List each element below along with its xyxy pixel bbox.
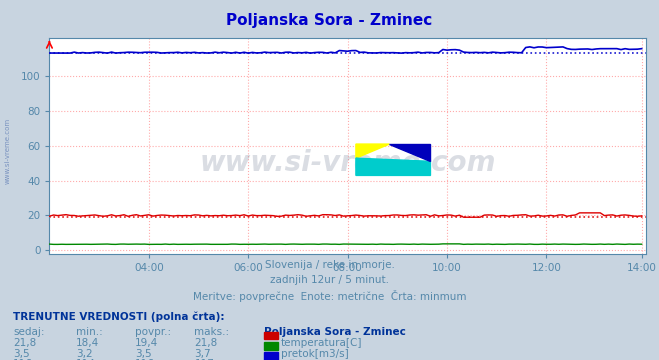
Text: 21,8: 21,8 xyxy=(13,338,36,348)
Text: maks.:: maks.: xyxy=(194,327,229,337)
Text: temperatura[C]: temperatura[C] xyxy=(281,338,362,348)
Text: Slovenija / reke in morje.: Slovenija / reke in morje. xyxy=(264,260,395,270)
Text: 117: 117 xyxy=(194,359,214,360)
Text: TRENUTNE VREDNOSTI (polna črta):: TRENUTNE VREDNOSTI (polna črta): xyxy=(13,311,225,322)
Polygon shape xyxy=(356,158,430,175)
Text: Poljanska Sora - Zminec: Poljanska Sora - Zminec xyxy=(264,327,405,337)
Text: 114: 114 xyxy=(76,359,96,360)
Text: 21,8: 21,8 xyxy=(194,338,217,348)
Text: povpr.:: povpr.: xyxy=(135,327,171,337)
Text: 18,4: 18,4 xyxy=(76,338,99,348)
Text: zadnjih 12ur / 5 minut.: zadnjih 12ur / 5 minut. xyxy=(270,275,389,285)
Text: min.:: min.: xyxy=(76,327,103,337)
Text: www.si-vreme.com: www.si-vreme.com xyxy=(200,149,496,177)
Text: Meritve: povprečne  Enote: metrične  Črta: minmum: Meritve: povprečne Enote: metrične Črta:… xyxy=(192,290,467,302)
Text: 19,4: 19,4 xyxy=(135,338,158,348)
Text: pretok[m3/s]: pretok[m3/s] xyxy=(281,349,349,359)
Text: 3,5: 3,5 xyxy=(13,349,30,359)
Text: 3,2: 3,2 xyxy=(76,349,92,359)
Polygon shape xyxy=(356,144,389,158)
Polygon shape xyxy=(356,158,430,175)
Text: 116: 116 xyxy=(135,359,155,360)
Text: sedaj:: sedaj: xyxy=(13,327,45,337)
Polygon shape xyxy=(389,144,430,161)
Text: 3,7: 3,7 xyxy=(194,349,211,359)
Text: 3,5: 3,5 xyxy=(135,349,152,359)
Text: www.si-vreme.com: www.si-vreme.com xyxy=(5,118,11,184)
Text: 116: 116 xyxy=(13,359,33,360)
Text: Poljanska Sora - Zminec: Poljanska Sora - Zminec xyxy=(227,13,432,28)
Text: višina[cm]: višina[cm] xyxy=(281,359,335,360)
